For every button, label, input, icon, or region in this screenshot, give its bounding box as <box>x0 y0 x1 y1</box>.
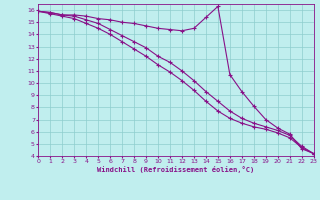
X-axis label: Windchill (Refroidissement éolien,°C): Windchill (Refroidissement éolien,°C) <box>97 166 255 173</box>
